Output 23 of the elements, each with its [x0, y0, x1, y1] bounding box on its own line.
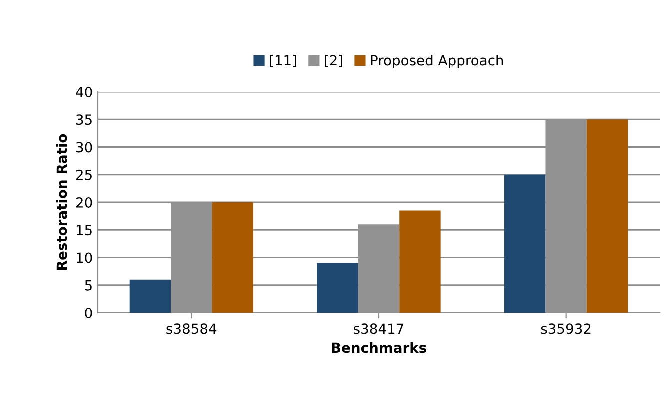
bar — [504, 174, 546, 313]
legend-label: Proposed Approach — [371, 55, 504, 68]
y-tick-label: 25 — [76, 170, 92, 180]
y-tick-label: 5 — [85, 280, 92, 291]
bar — [317, 263, 358, 313]
y-tick-label: 10 — [76, 252, 92, 264]
legend-label: [11] — [270, 55, 296, 68]
x-tick-label: s35932 — [541, 324, 591, 334]
legend-label: [2] — [325, 55, 342, 68]
y-tick-label: 20 — [76, 197, 92, 208]
bar — [400, 210, 441, 313]
y-tick-label: 0 — [85, 308, 92, 318]
bar — [130, 280, 172, 313]
bar — [212, 202, 254, 313]
x-tick-label: s38417 — [354, 324, 404, 334]
x-tick-label: s38584 — [166, 324, 217, 334]
y-axis-title: Restoration Ratio — [56, 134, 68, 270]
y-tick-label: 30 — [76, 142, 92, 153]
x-axis-title: Benchmarks — [332, 342, 426, 354]
y-tick-label: 15 — [76, 225, 92, 236]
y-tick-label: 35 — [76, 114, 92, 126]
bar — [586, 120, 628, 313]
y-tick-label: 40 — [76, 86, 92, 98]
